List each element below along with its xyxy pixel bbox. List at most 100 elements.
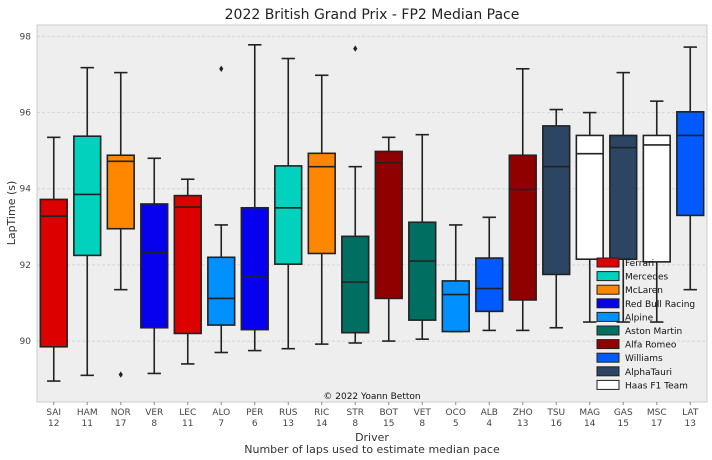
legend-swatch <box>596 271 620 282</box>
x-tick-driver: MAG <box>579 408 600 418</box>
legend-entry: Haas F1 Team <box>596 379 688 391</box>
legend-swatch <box>596 325 620 336</box>
outlier-point <box>118 371 123 378</box>
box-nor <box>106 71 135 378</box>
box-tsu <box>542 108 571 329</box>
box-zho <box>508 67 537 332</box>
legend-entry: Ferrari <box>596 257 654 269</box>
iqr-box <box>207 256 236 326</box>
iqr-box <box>542 125 571 276</box>
legend-label: Haas F1 Team <box>625 381 688 391</box>
legend-swatch <box>596 352 620 363</box>
iqr-box <box>676 111 705 217</box>
x-tick-driver: OCO <box>446 408 466 418</box>
legend-label: Williams <box>625 354 663 364</box>
box-ric <box>307 74 336 345</box>
legend-swatch <box>596 339 620 350</box>
x-tick-laps: 6 <box>252 419 258 429</box>
x-tick-driver: HAM <box>77 408 98 418</box>
y-tick-label: 90 <box>20 337 32 347</box>
legend-entry: Red Bull Racing <box>596 298 695 310</box>
x-tick-laps: 17 <box>651 419 662 429</box>
x-tick-laps: 17 <box>115 419 126 429</box>
legend-entry: Williams <box>596 352 663 364</box>
x-axis-sublabel: Number of laps used to estimate median p… <box>244 443 500 456</box>
box-bot <box>374 136 403 342</box>
iqr-box <box>508 154 537 301</box>
legend-entry: Alfa Romeo <box>596 339 677 351</box>
box-plot-series <box>39 44 705 382</box>
y-tick-label: 94 <box>20 185 32 195</box>
box-ham <box>73 66 102 377</box>
x-tick-laps: 8 <box>419 419 425 429</box>
chart-title: 2022 British Grand Prix - FP2 Median Pac… <box>225 7 520 23</box>
box-str <box>341 45 370 344</box>
iqr-box <box>441 280 470 333</box>
x-tick-laps: 4 <box>486 419 492 429</box>
x-tick-driver: VER <box>145 408 163 418</box>
legend-swatch <box>596 366 620 377</box>
legend: Ferrari Mercedes McLaren Red Bull Racing Alp… <box>596 257 695 391</box>
box-sai <box>39 136 68 382</box>
x-tick-laps: 11 <box>182 419 193 429</box>
box-lat <box>676 46 705 291</box>
x-tick-laps: 16 <box>551 419 563 429</box>
box-msc <box>642 100 671 323</box>
box-oco <box>441 224 470 333</box>
iqr-box <box>106 154 135 230</box>
iqr-box <box>575 134 604 260</box>
x-tick-driver: LEC <box>179 408 196 418</box>
x-tick-laps: 13 <box>283 419 294 429</box>
x-tick-driver: NOR <box>111 408 131 418</box>
box-rus <box>274 57 303 350</box>
x-tick-driver: VET <box>414 408 432 418</box>
iqr-box <box>475 257 504 313</box>
y-tick-label: 98 <box>20 32 32 42</box>
iqr-box <box>73 135 102 257</box>
x-tick-laps: 11 <box>82 419 93 429</box>
iqr-box <box>240 206 269 331</box>
x-tick-driver: LAT <box>682 408 699 418</box>
y-axis-label: LapTime (s) <box>5 181 18 246</box>
box-mag <box>575 111 604 323</box>
legend-label: AlphaTauri <box>625 368 672 378</box>
x-tick-driver: SAI <box>46 408 61 418</box>
iqr-box <box>307 152 336 255</box>
y-axis-ticks: 90 92 94 96 98 <box>20 32 32 347</box>
legend-label: Ferrari <box>625 259 654 269</box>
box-alo <box>207 65 236 354</box>
iqr-box <box>39 198 68 348</box>
iqr-box <box>408 221 437 321</box>
x-tick-driver: RUS <box>279 408 298 418</box>
legend-entry: McLaren <box>596 284 663 296</box>
x-tick-laps: 14 <box>584 419 596 429</box>
x-tick-driver: ALO <box>212 408 230 418</box>
legend-label: Mercedes <box>625 273 669 283</box>
iqr-box <box>341 235 370 334</box>
x-tick-laps: 13 <box>517 419 528 429</box>
x-tick-driver: ZHO <box>513 408 533 418</box>
x-tick-driver: MSC <box>647 408 667 418</box>
copyright-annotation: © 2022 Yoann Betton <box>323 392 420 402</box>
legend-swatch <box>596 284 620 295</box>
box-lec <box>173 178 202 365</box>
x-tick-laps: 15 <box>383 419 394 429</box>
legend-entry: Alpine <box>596 311 654 323</box>
x-tick-driver: ALB <box>481 408 498 418</box>
x-tick-laps: 13 <box>685 419 696 429</box>
x-tick-laps: 7 <box>218 419 224 429</box>
y-tick-label: 92 <box>20 261 31 271</box>
iqr-box <box>642 134 671 263</box>
x-tick-driver: RIC <box>314 408 329 418</box>
x-tick-driver: TSU <box>546 408 565 418</box>
legend-label: Alfa Romeo <box>625 341 677 351</box>
iqr-box <box>274 165 303 265</box>
legend-swatch <box>596 298 620 309</box>
iqr-box <box>173 194 202 335</box>
iqr-box <box>609 134 638 260</box>
legend-entry: Mercedes <box>596 271 669 283</box>
legend-swatch <box>596 257 620 268</box>
legend-label: Red Bull Racing <box>625 300 695 310</box>
iqr-box <box>374 150 403 300</box>
